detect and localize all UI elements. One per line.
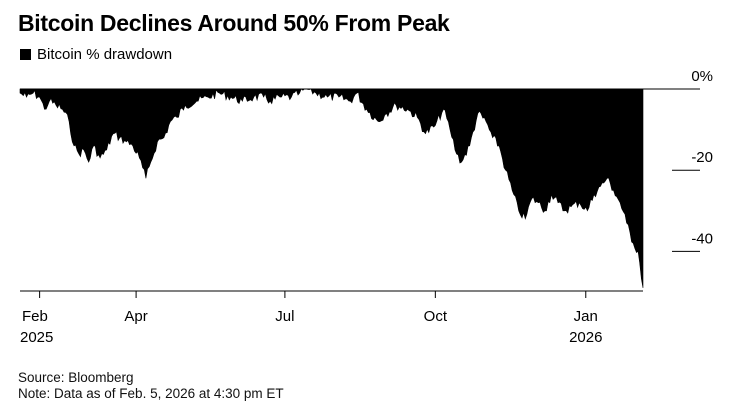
x-tick-label-3: Oct <box>424 308 448 325</box>
legend-label: Bitcoin % drawdown <box>37 46 173 63</box>
y-tick-label-0: 0% <box>691 68 713 85</box>
drawdown-area <box>19 88 644 288</box>
y-tick-label-2: -40 <box>691 230 713 247</box>
legend: Bitcoin % drawdown <box>20 46 172 63</box>
chart-title: Bitcoin Declines Around 50% From Peak <box>18 10 450 36</box>
x-tick-label-4: Jan <box>574 308 598 325</box>
x-tick-label-2: Jul <box>275 308 294 325</box>
data-note: Note: Data as of Feb. 5, 2026 at 4:30 pm… <box>18 386 284 401</box>
x-tick-label-0: Feb <box>22 308 48 325</box>
x-tick-sublabel-0: 2025 <box>20 329 53 346</box>
x-tick-sublabel-4: 2026 <box>569 329 602 346</box>
footer: Source: Bloomberg Note: Data as of Feb. … <box>18 370 284 402</box>
y-tick-label-1: -20 <box>691 149 713 166</box>
source-note: Source: Bloomberg <box>18 370 134 385</box>
legend-swatch <box>20 49 31 60</box>
x-tick-label-1: Apr <box>124 308 147 325</box>
